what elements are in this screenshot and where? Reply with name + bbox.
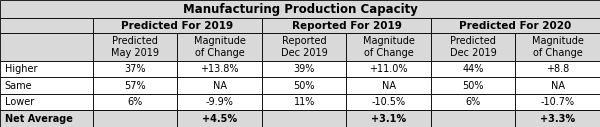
Text: 39%: 39% — [293, 64, 315, 74]
Bar — [178, 77, 262, 94]
Text: 44%: 44% — [463, 64, 484, 74]
Text: Predicted For 2019: Predicted For 2019 — [121, 21, 233, 31]
Bar — [515, 61, 600, 77]
Text: +3.3%: +3.3% — [540, 114, 575, 124]
Text: +8.8: +8.8 — [546, 64, 569, 74]
Bar — [0, 18, 93, 33]
Text: +13.8%: +13.8% — [200, 64, 239, 74]
Bar — [178, 110, 262, 127]
Bar — [515, 33, 600, 61]
Text: Predicted
Dec 2019: Predicted Dec 2019 — [450, 36, 497, 58]
Bar — [431, 61, 515, 77]
Bar — [346, 110, 431, 127]
Bar — [262, 77, 346, 94]
Bar — [0, 61, 93, 77]
Text: 50%: 50% — [293, 81, 315, 91]
Text: +3.1%: +3.1% — [371, 114, 406, 124]
Bar — [93, 18, 262, 33]
Bar — [515, 94, 600, 110]
Bar — [346, 33, 431, 61]
Bar — [515, 77, 600, 94]
Bar — [262, 110, 346, 127]
Text: Magnitude
of Change: Magnitude of Change — [194, 36, 245, 58]
Text: Magnitude
of Change: Magnitude of Change — [363, 36, 415, 58]
Text: Predicted
May 2019: Predicted May 2019 — [111, 36, 159, 58]
Bar — [178, 33, 262, 61]
Bar — [431, 77, 515, 94]
Bar — [0, 33, 93, 61]
Bar — [0, 94, 93, 110]
Bar — [0, 110, 93, 127]
Bar — [93, 77, 178, 94]
Bar — [262, 94, 346, 110]
Bar — [262, 61, 346, 77]
Text: -10.7%: -10.7% — [541, 97, 575, 107]
Bar — [178, 61, 262, 77]
Text: Lower: Lower — [5, 97, 34, 107]
Text: 6%: 6% — [466, 97, 481, 107]
Text: +4.5%: +4.5% — [202, 114, 237, 124]
Bar — [346, 61, 431, 77]
Text: 37%: 37% — [124, 64, 146, 74]
Text: NA: NA — [382, 81, 396, 91]
Bar — [178, 94, 262, 110]
Bar — [431, 110, 515, 127]
Text: Magnitude
of Change: Magnitude of Change — [532, 36, 584, 58]
Text: Reported
Dec 2019: Reported Dec 2019 — [281, 36, 328, 58]
Text: Predicted For 2020: Predicted For 2020 — [460, 21, 572, 31]
Text: Same: Same — [5, 81, 32, 91]
Text: 6%: 6% — [128, 97, 143, 107]
Bar — [0, 0, 600, 18]
Bar — [431, 94, 515, 110]
Bar — [93, 61, 178, 77]
Text: 57%: 57% — [124, 81, 146, 91]
Bar — [431, 33, 515, 61]
Text: NA: NA — [551, 81, 565, 91]
Text: NA: NA — [212, 81, 227, 91]
Bar — [262, 18, 431, 33]
Text: -10.5%: -10.5% — [371, 97, 406, 107]
Text: Net Average: Net Average — [5, 114, 73, 124]
Bar — [346, 77, 431, 94]
Text: Higher: Higher — [5, 64, 37, 74]
Text: 11%: 11% — [293, 97, 315, 107]
Text: 50%: 50% — [463, 81, 484, 91]
Text: Manufacturing Production Capacity: Manufacturing Production Capacity — [182, 3, 418, 16]
Bar — [0, 77, 93, 94]
Text: -9.9%: -9.9% — [206, 97, 233, 107]
Bar — [93, 33, 178, 61]
Bar — [93, 110, 178, 127]
Bar — [515, 110, 600, 127]
Text: +11.0%: +11.0% — [370, 64, 408, 74]
Bar — [346, 94, 431, 110]
Text: Reported For 2019: Reported For 2019 — [292, 21, 401, 31]
Bar — [262, 33, 346, 61]
Bar — [431, 18, 600, 33]
Bar — [93, 94, 178, 110]
